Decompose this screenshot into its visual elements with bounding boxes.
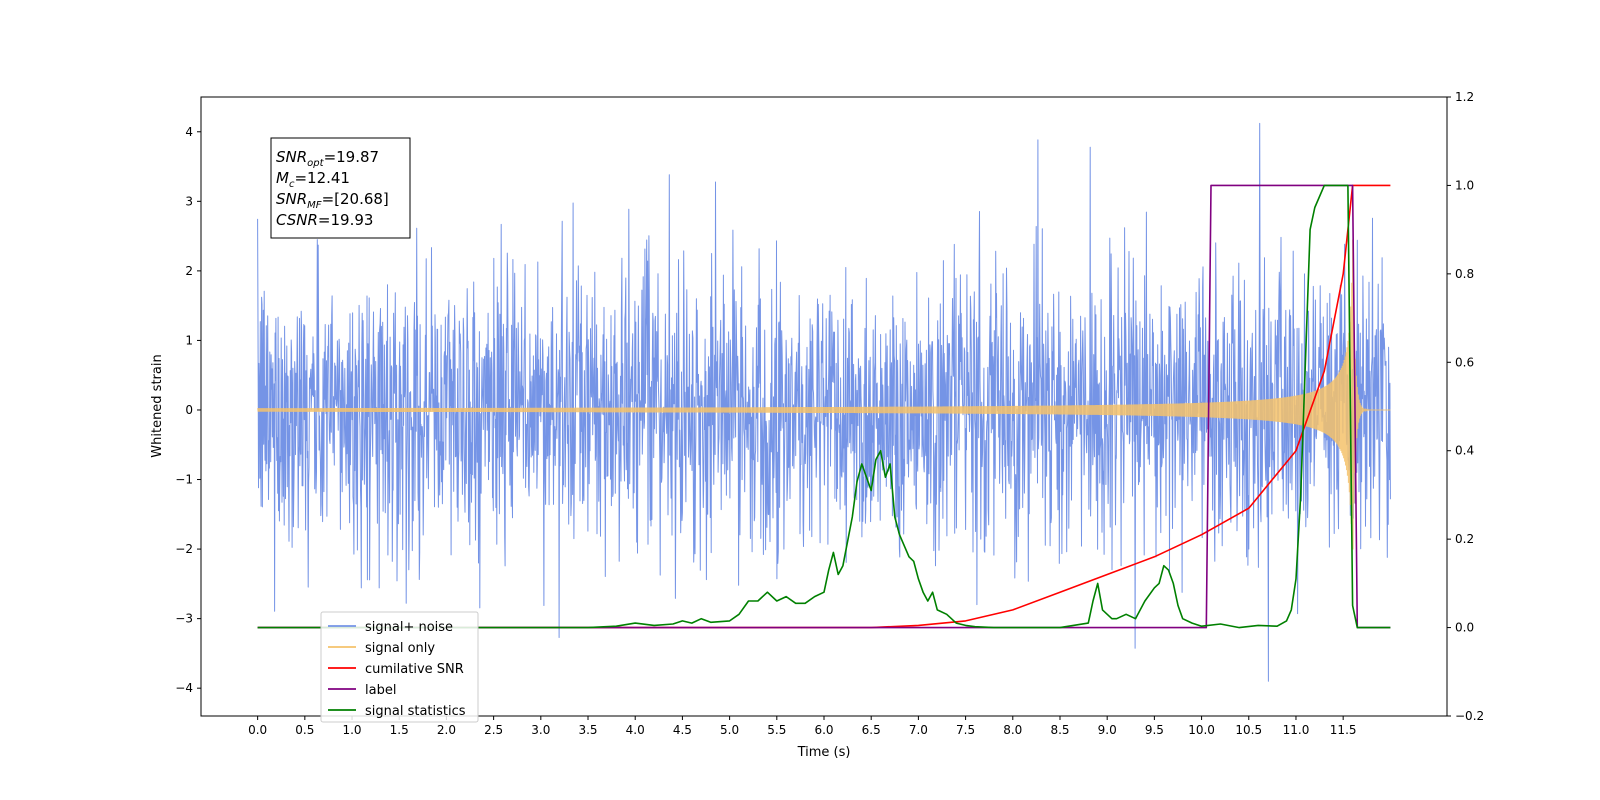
x-axis-label: Time (s) [797, 745, 851, 760]
y-right-tick-label: 1.0 [1455, 178, 1474, 192]
y-right-tick-label: 0.4 [1455, 444, 1474, 458]
x-tick-label: 2.0 [437, 723, 456, 737]
y-right-tick-label: 0.8 [1455, 267, 1474, 281]
y-tick-label: −2 [175, 542, 193, 556]
y-tick-label: 2 [185, 264, 193, 278]
y-tick-label: 4 [185, 125, 193, 139]
x-tick-label: 7.0 [909, 723, 928, 737]
annotation-line: Mc=12.41 [276, 169, 350, 190]
x-tick-label: 3.5 [578, 723, 597, 737]
x-tick-label: 4.5 [673, 723, 692, 737]
legend-frame [320, 611, 479, 723]
legend-label: signal statistics [365, 704, 466, 719]
x-tick-label: 6.5 [862, 723, 881, 737]
series-line-cumilative-snr [257, 184, 1391, 629]
x-tick-label: 9.0 [1098, 723, 1117, 737]
x-tick-label: 8.0 [1003, 723, 1022, 737]
y-right-tick-label: 0.2 [1455, 532, 1474, 546]
series-line-signal-only [257, 239, 1391, 556]
y-tick-label: 1 [185, 333, 193, 347]
y-tick-label: 0 [185, 403, 193, 417]
x-tick-label: 7.5 [956, 723, 975, 737]
y-right-tick-label: 1.2 [1455, 90, 1474, 104]
x-tick-label: 5.5 [767, 723, 786, 737]
annotation-line: CSNR=19.93 [276, 211, 373, 229]
series-line-signal-statistics [257, 184, 1391, 629]
x-tick-label: 10.0 [1188, 723, 1215, 737]
plot-area [257, 122, 1391, 682]
x-tick-label: 8.5 [1050, 723, 1069, 737]
legend-label: signal+ noise [365, 620, 453, 635]
annotation-line: SNRMF=[20.68] [276, 190, 389, 211]
y-right-tick-label: 0.0 [1455, 621, 1474, 635]
legend-label: signal only [365, 641, 435, 656]
x-tick-label: 5.0 [720, 723, 739, 737]
y-axis-label: Whitened strain [150, 354, 165, 457]
x-tick-label: 11.5 [1330, 723, 1357, 737]
x-tick-label: 0.5 [295, 723, 314, 737]
x-tick-label: 10.5 [1235, 723, 1262, 737]
legend: signal+ noise signal only cumilative SNR la… [320, 611, 479, 723]
x-tick-label: 6.0 [814, 723, 833, 737]
legend-label: cumilative SNR [365, 662, 464, 677]
legend-label: label [365, 683, 396, 698]
x-tick-label: 0.0 [248, 723, 267, 737]
x-tick-label: 1.0 [342, 723, 361, 737]
y-tick-label: −1 [175, 473, 193, 487]
x-tick-label: 3.0 [531, 723, 550, 737]
y-tick-label: −3 [175, 612, 193, 626]
x-tick-label: 1.5 [390, 723, 409, 737]
x-tick-label: 11.0 [1283, 723, 1310, 737]
y-tick-label: 3 [185, 194, 193, 208]
y-right-tick-label: 0.6 [1455, 355, 1474, 369]
x-tick-label: 4.0 [626, 723, 645, 737]
annotation-line: SNRopt=19.87 [276, 148, 379, 169]
annotation-box: SNRopt=19.87Mc=12.41SNRMF=[20.68]CSNR=19… [270, 137, 411, 239]
y-tick-label: −4 [175, 681, 193, 695]
ticks: 0.0 0.5 1.0 1.5 2.0 2.5 3.0 3.5 4.0 4.5 5.0 5.5 6.0 6… [175, 90, 1484, 737]
x-tick-label: 2.5 [484, 723, 503, 737]
x-tick-label: 9.5 [1145, 723, 1164, 737]
y-right-tick-label: −0.2 [1455, 709, 1484, 723]
annotation-frame [270, 137, 411, 239]
